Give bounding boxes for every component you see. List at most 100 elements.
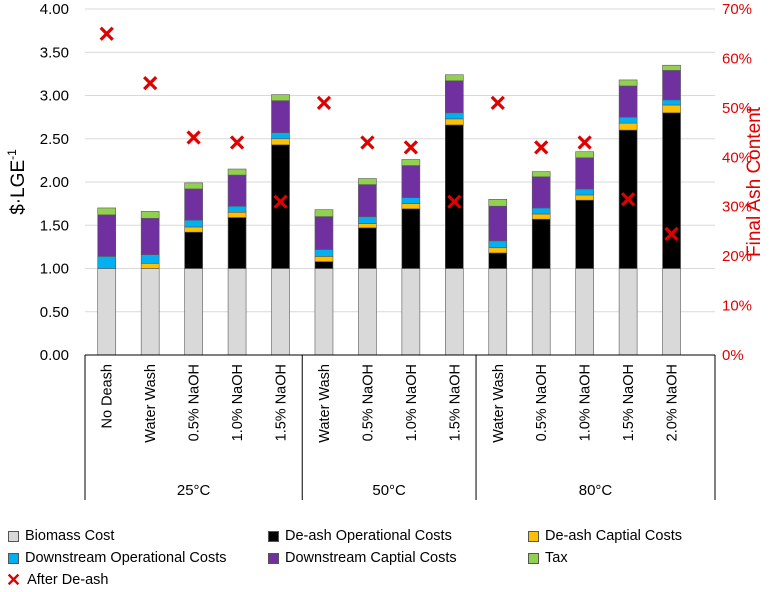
- legend-item-biomass-cost: Biomass Cost: [8, 527, 114, 545]
- category-label: 2.0% NaOH: [665, 364, 681, 441]
- category-label: 0.5% NaOH: [187, 364, 203, 441]
- bar-segment: [445, 80, 464, 114]
- left-tick-label: 2.00: [40, 174, 69, 191]
- bar-segment: [271, 138, 290, 146]
- bar-segment: [575, 268, 594, 356]
- bar-segment: [227, 211, 247, 218]
- bar-segment: [314, 216, 334, 250]
- bar-segment: [227, 205, 247, 213]
- legend-item-tax: Tax: [528, 549, 568, 567]
- bar-segment: [227, 168, 247, 176]
- category-label: 1.5% NaOH: [274, 364, 290, 441]
- bar-segment: [618, 268, 638, 356]
- ash-marker-stroke: [490, 95, 505, 111]
- legend-label: De-ash Operational Costs: [285, 528, 452, 544]
- legend-swatch-deash-cap: [528, 530, 539, 542]
- legend-swatch-tax: [528, 552, 539, 564]
- right-axis-title: Final Ash Content: [744, 106, 765, 257]
- ash-marker: [273, 194, 288, 209]
- ash-marker: [403, 140, 418, 155]
- ash-marker: [534, 140, 549, 155]
- left-axis-title: $·LGE-1: [5, 149, 29, 215]
- bar-segment: [445, 268, 464, 356]
- ash-marker: [447, 194, 462, 209]
- bar-segment: [575, 194, 594, 201]
- bar-segment: [271, 94, 290, 101]
- bar-segment: [662, 64, 681, 71]
- category-labels: No Deash Water Wash 0.5% NaOH 1.0% NaOH 1.5%…: [100, 364, 681, 443]
- bar-segment: [314, 261, 334, 269]
- category-label: Water Wash: [491, 364, 507, 443]
- left-axis-title-text: $·LGE: [8, 160, 29, 215]
- ash-marker: [620, 192, 636, 207]
- legend-item-after-deash: ✕ After De-ash: [6, 571, 109, 589]
- bar-segment: [401, 208, 421, 269]
- ash-marker: [143, 76, 158, 91]
- bar-segment: [575, 199, 594, 269]
- right-tick-label: 40%: [722, 149, 752, 166]
- left-tick-label: 2.50: [40, 131, 69, 148]
- legend-label: Downstream Captial Costs: [285, 550, 457, 566]
- bar-segment: [662, 99, 681, 106]
- bar-segment: [662, 70, 681, 101]
- legend-label: De-ash Captial Costs: [545, 528, 682, 544]
- bar-segment: [227, 268, 247, 356]
- ash-marker-stroke: [99, 26, 114, 41]
- bar-segment: [531, 176, 551, 209]
- bar-segment: [271, 268, 290, 356]
- category-label: 1.0% NaOH: [578, 364, 594, 441]
- legend-swatch-deash-op: [268, 530, 279, 542]
- right-tick-label: 20%: [722, 248, 752, 265]
- category-label: Water Wash: [317, 364, 333, 443]
- bar-segment: [184, 231, 203, 269]
- bar-segment: [140, 254, 160, 264]
- bar-segment: [314, 209, 334, 217]
- ash-marker-stroke: [360, 135, 375, 150]
- bar-segment: [531, 213, 551, 220]
- bar-segment: [531, 268, 551, 356]
- bar-segment: [488, 205, 508, 242]
- bar-segment: [184, 188, 203, 221]
- bar-segment: [271, 100, 290, 133]
- bar-segment: [97, 207, 117, 216]
- ash-marker-stroke: [447, 194, 462, 209]
- bar-segment: [227, 174, 247, 207]
- right-tick-label: 0%: [722, 347, 744, 364]
- category-label: 0.5% NaOH: [534, 364, 550, 441]
- left-tick-labels: 0.00 0.50 1.00 1.50 2.00 2.50 3.00 3.50 4.00: [40, 1, 69, 364]
- ash-marker-stroke: [186, 130, 201, 145]
- bar-segment: [184, 219, 203, 228]
- bar-segment: [358, 184, 377, 217]
- ash-marker: [360, 135, 375, 150]
- right-tick-label: 30%: [722, 199, 752, 216]
- ash-marker: [577, 135, 592, 150]
- legend-label: After De-ash: [27, 572, 109, 588]
- category-label: 1.5% NaOH: [447, 364, 463, 441]
- bar-segment: [618, 79, 638, 87]
- legend-swatch-down-op: [8, 552, 19, 564]
- bar-segment: [575, 188, 594, 196]
- right-tick-label: 50%: [722, 100, 752, 117]
- bar-segment: [618, 85, 638, 118]
- ash-marker: [316, 95, 332, 111]
- bar-segment: [488, 252, 508, 269]
- bar-segment: [140, 268, 160, 356]
- bar-segment: [314, 249, 334, 257]
- ash-marker-stroke: [534, 140, 549, 155]
- bar-segment: [227, 217, 247, 269]
- ash-markers: [99, 26, 679, 242]
- bar-segment: [140, 218, 160, 255]
- ash-marker-stroke: [577, 135, 592, 150]
- ash-marker-stroke: [664, 226, 679, 242]
- bar-segment: [97, 268, 117, 356]
- category-label: No Deash: [100, 364, 116, 428]
- bar-segment: [314, 256, 334, 262]
- bar-segment: [662, 112, 681, 269]
- left-tick-label: 3.50: [40, 44, 69, 61]
- group-label: 80°C: [579, 482, 613, 499]
- category-label: 1.5% NaOH: [621, 364, 637, 441]
- bar-segment: [575, 151, 594, 159]
- bar-segment: [488, 240, 508, 249]
- bar-segment: [531, 171, 551, 178]
- ash-marker-stroke: [403, 140, 418, 155]
